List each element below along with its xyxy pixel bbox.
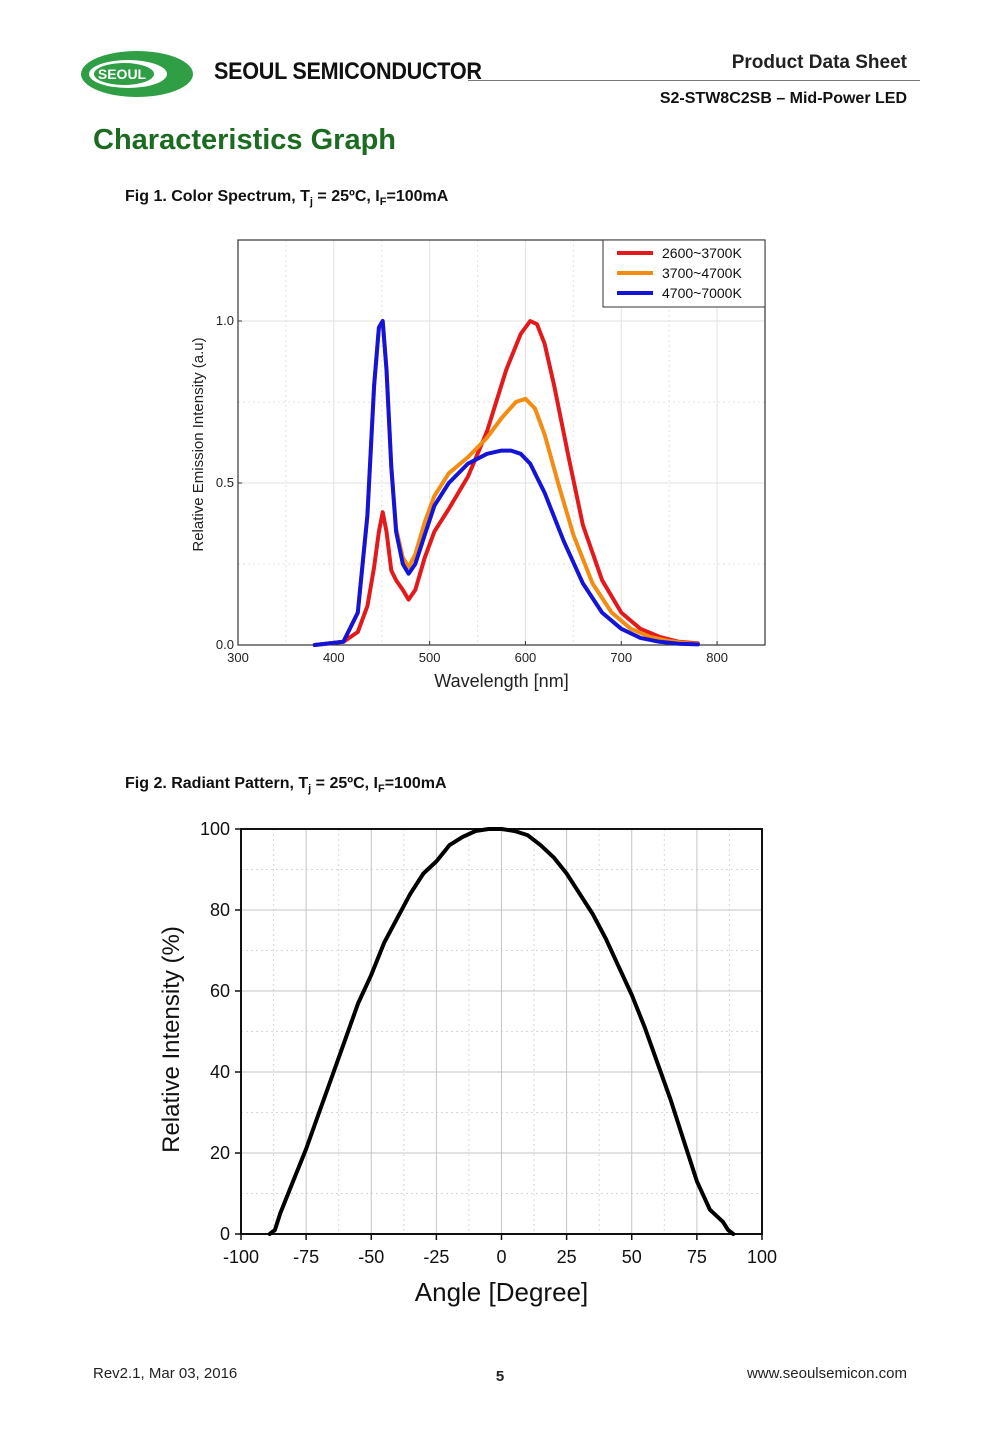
series-line xyxy=(312,319,700,647)
x-tick-label: 600 xyxy=(515,650,537,665)
legend-label: 2600~3700K xyxy=(662,245,742,261)
doc-subtitle: S2-STW8C2SB – Mid-Power LED xyxy=(659,90,907,107)
fig1-caption: Fig 1. Color Spectrum, Tj = 25ºC, IF=100… xyxy=(125,188,448,208)
y-tick-label: 0.0 xyxy=(216,637,234,652)
brand-name: SEOUL SEMICONDUCTOR xyxy=(214,58,482,85)
y-tick-label: 80 xyxy=(210,900,230,920)
fig2-caption-tj-sub: j xyxy=(308,783,312,796)
fig1-caption-suffix: =100mA xyxy=(386,188,449,205)
fig2-caption-suffix: =100mA xyxy=(384,775,447,792)
x-tick-label: 75 xyxy=(687,1247,707,1267)
y-tick-label: 0 xyxy=(220,1224,230,1244)
y-tick-label: 60 xyxy=(210,981,230,1001)
x-tick-label: 500 xyxy=(419,650,441,665)
footer-page-number: 5 xyxy=(495,1368,505,1385)
x-tick-label: 0 xyxy=(496,1247,506,1267)
x-tick-label: 800 xyxy=(706,650,728,665)
x-tick-label: 100 xyxy=(747,1247,777,1267)
series-line xyxy=(267,827,736,1236)
x-tick-label: 25 xyxy=(557,1247,577,1267)
y-tick-label: 1.0 xyxy=(216,313,234,328)
x-axis-label: Wavelength [nm] xyxy=(434,671,568,691)
fig1-caption-if-sub: F xyxy=(379,196,387,209)
x-tick-label: 50 xyxy=(622,1247,642,1267)
fig1-caption-prefix: Fig 1. Color Spectrum, T xyxy=(125,188,310,205)
footer-website[interactable]: www.seoulsemicon.com xyxy=(746,1365,907,1382)
seoul-logo: SEOUL xyxy=(81,51,193,97)
y-axis-label: Relative Emission Intensity (a.u) xyxy=(190,337,207,551)
radiant-pattern-chart: -100 -75 -50 -25 0 25 50 75 100 0 20 40 60 80 100 Angle… xyxy=(158,819,777,1307)
y-tick-label: 0.5 xyxy=(216,475,234,490)
fig1-caption-mid: = 25ºC, I xyxy=(312,188,380,205)
fig2-caption-mid: = 25ºC, I xyxy=(311,775,378,792)
x-tick-label: -100 xyxy=(223,1247,259,1267)
logo-text: SEOUL xyxy=(98,66,147,82)
fig2-caption-prefix: Fig 2. Radiant Pattern, T xyxy=(125,775,309,792)
fig2-caption-if-sub: F xyxy=(377,783,385,796)
footer-revision: Rev2.1, Mar 03, 2016 xyxy=(93,1365,238,1382)
fig2-caption: Fig 2. Radiant Pattern, Tj = 25ºC, IF=10… xyxy=(125,775,447,795)
series-line xyxy=(312,319,700,647)
x-tick-label: -25 xyxy=(423,1247,449,1267)
fig1-caption-tj-sub: j xyxy=(309,196,313,209)
legend-label: 3700~4700K xyxy=(662,265,742,281)
color-spectrum-chart: 300 400 500 600 700 800 0.0 0.5 1.0 Wavelength [n… xyxy=(190,239,766,691)
x-axis-label: Angle [Degree] xyxy=(415,1277,588,1307)
x-tick-label: 400 xyxy=(323,650,345,665)
x-tick-label: 700 xyxy=(610,650,632,665)
plot-frame xyxy=(237,239,766,646)
y-tick-label: 20 xyxy=(210,1143,230,1163)
x-tick-label: -75 xyxy=(293,1247,319,1267)
x-tick-label: -50 xyxy=(358,1247,384,1267)
legend-label: 4700~7000K xyxy=(662,285,742,301)
header-rule xyxy=(468,80,920,81)
section-title: Characteristics Graph xyxy=(93,124,397,156)
y-tick-label: 100 xyxy=(200,819,230,839)
y-axis-label: Relative Intensity (%) xyxy=(158,926,185,1153)
x-tick-label: 300 xyxy=(227,650,249,665)
y-tick-label: 40 xyxy=(210,1062,230,1082)
doc-type: Product Data Sheet xyxy=(731,52,907,73)
